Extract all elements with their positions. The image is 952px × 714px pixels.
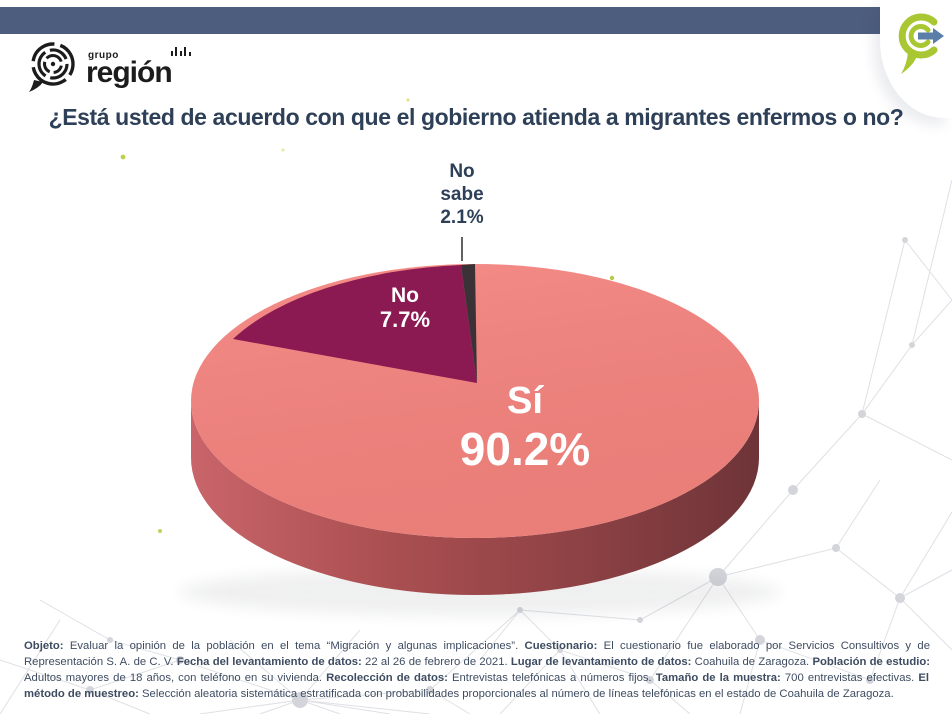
color-speck-decoration [120, 98, 615, 533]
label-si: Sí 90.2% [430, 380, 620, 476]
arrow-icon [918, 28, 944, 44]
label-nosabe-line2: sabe [440, 184, 484, 206]
label-no-value: 7.7% [379, 307, 431, 333]
brand-region-label: región [86, 56, 173, 89]
brand-grupo-label: grupo [88, 50, 119, 61]
consultores-bubble-logo-icon [898, 13, 944, 74]
label-nosabe-line1: No [449, 161, 475, 182]
page-title: ¿Está usted de acuerdo con que el gobier… [48, 104, 904, 130]
label-no-name: No [391, 284, 419, 307]
pie-slice-nosabe [461, 264, 477, 383]
grupo-region-logo: grupo región [26, 38, 191, 92]
pie-side-wall [191, 401, 759, 595]
pie-slice-no [233, 265, 477, 383]
label-no: No 7.7% [345, 284, 465, 332]
label-nosabe: No sabe 2.1% [412, 160, 512, 230]
label-nosabe-value: 2.1% [440, 207, 484, 229]
label-si-value: 90.2% [459, 422, 591, 475]
label-si-name: Sí [507, 380, 543, 422]
top-accent-bar [0, 7, 952, 34]
region-rings-icon [29, 42, 75, 92]
methodology-footnote: Objeto: Evaluar la opinión de la poblaci… [24, 640, 931, 701]
signal-bars-icon [171, 47, 191, 56]
